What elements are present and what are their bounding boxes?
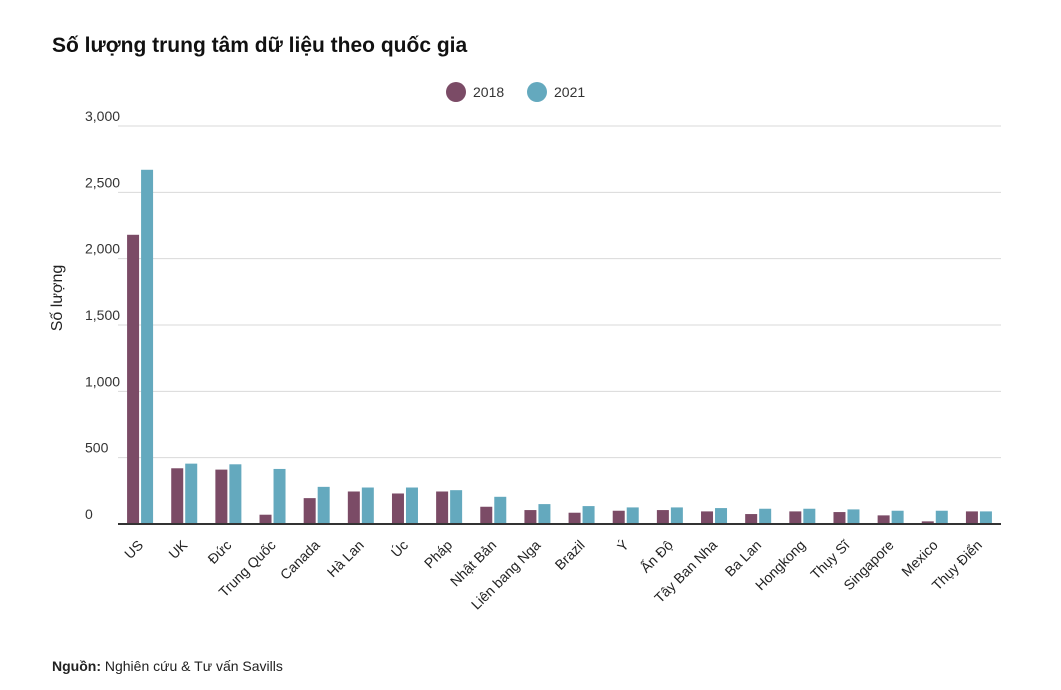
bar-2021 <box>361 487 374 524</box>
y-tick-label: 0 <box>85 506 93 522</box>
x-category-label: Canada <box>277 537 323 583</box>
x-category-label: Úc <box>388 537 411 560</box>
x-category-label: Pháp <box>421 537 456 572</box>
x-category-label: Ba Lan <box>722 537 765 580</box>
x-category-label: Hà Lan <box>324 537 367 580</box>
y-tick-label: 1,000 <box>85 373 120 389</box>
bar-2018 <box>171 468 184 524</box>
y-tick-label: 1,500 <box>85 307 120 323</box>
y-axis-ticks: 0 500 1,000 1,500 2,000 2,500 3,000 <box>85 108 120 522</box>
bar-2018 <box>877 515 890 524</box>
y-tick-label: 2,500 <box>85 174 120 190</box>
bar-2021 <box>538 504 551 524</box>
bar-2018 <box>833 512 846 524</box>
bar-2021 <box>891 510 904 524</box>
bar-2021 <box>405 487 418 524</box>
source-label: Nguồn: <box>52 658 101 674</box>
bar-2021 <box>935 510 948 524</box>
bar-2018 <box>347 491 360 524</box>
bars <box>127 169 992 524</box>
y-tick-label: 3,000 <box>85 108 120 124</box>
bar-2021 <box>229 464 242 524</box>
legend-2021-label: 2021 <box>554 84 585 100</box>
bar-2018 <box>303 498 316 524</box>
source-note: Nguồn: Nghiên cứu & Tư vấn Savills <box>52 658 283 674</box>
bar-2021 <box>317 486 330 524</box>
y-axis-label: Số lượng <box>49 265 66 332</box>
bar-2018 <box>656 510 669 524</box>
bar-2018 <box>789 511 802 524</box>
y-tick-label: 2,000 <box>85 241 120 257</box>
bar-2018 <box>480 506 493 524</box>
x-category-label: Brazil <box>552 537 588 573</box>
legend-2018-label: 2018 <box>473 84 504 100</box>
gridlines <box>118 125 1001 459</box>
x-category-label: Mexico <box>898 537 941 580</box>
bar-2021 <box>273 468 286 524</box>
x-category-label: Đức <box>204 537 234 567</box>
bar-2018 <box>215 469 228 524</box>
y-tick-label: 500 <box>85 440 109 456</box>
x-category-label: US <box>121 537 146 562</box>
bar-2021 <box>450 490 463 524</box>
bar-2018 <box>127 234 140 524</box>
bar-2018 <box>568 512 581 524</box>
bar-2018 <box>524 510 537 524</box>
bar-2018 <box>436 491 449 524</box>
bar-2018 <box>259 514 272 524</box>
x-category-label: Ấn Độ <box>637 537 676 576</box>
bar-2018 <box>965 511 978 524</box>
legend-2021-marker <box>527 82 547 102</box>
x-category-label: Ý <box>614 536 632 554</box>
bar-2018 <box>701 511 714 524</box>
bar-2021 <box>582 506 595 524</box>
bar-2021 <box>141 169 154 524</box>
chart-title: Số lượng trung tâm dữ liệu theo quốc gia <box>52 34 468 57</box>
legend-2018-marker <box>446 82 466 102</box>
bar-2021 <box>670 507 683 524</box>
bar-2021 <box>715 508 728 524</box>
bar-2021 <box>803 508 816 524</box>
legend: 2018 2021 <box>446 82 585 102</box>
bar-2018 <box>391 493 404 524</box>
bar-2021 <box>979 511 992 524</box>
bar-2021 <box>759 508 772 524</box>
bar-2021 <box>494 496 507 524</box>
source-text: Nghiên cứu & Tư vấn Savills <box>100 658 283 674</box>
bar-2021 <box>847 509 860 524</box>
bar-2021 <box>185 463 198 524</box>
bar-2018 <box>745 514 758 524</box>
bar-2018 <box>921 521 934 524</box>
x-category-label: UK <box>165 536 191 562</box>
bar-2018 <box>612 510 625 524</box>
bar-2021 <box>626 507 639 524</box>
